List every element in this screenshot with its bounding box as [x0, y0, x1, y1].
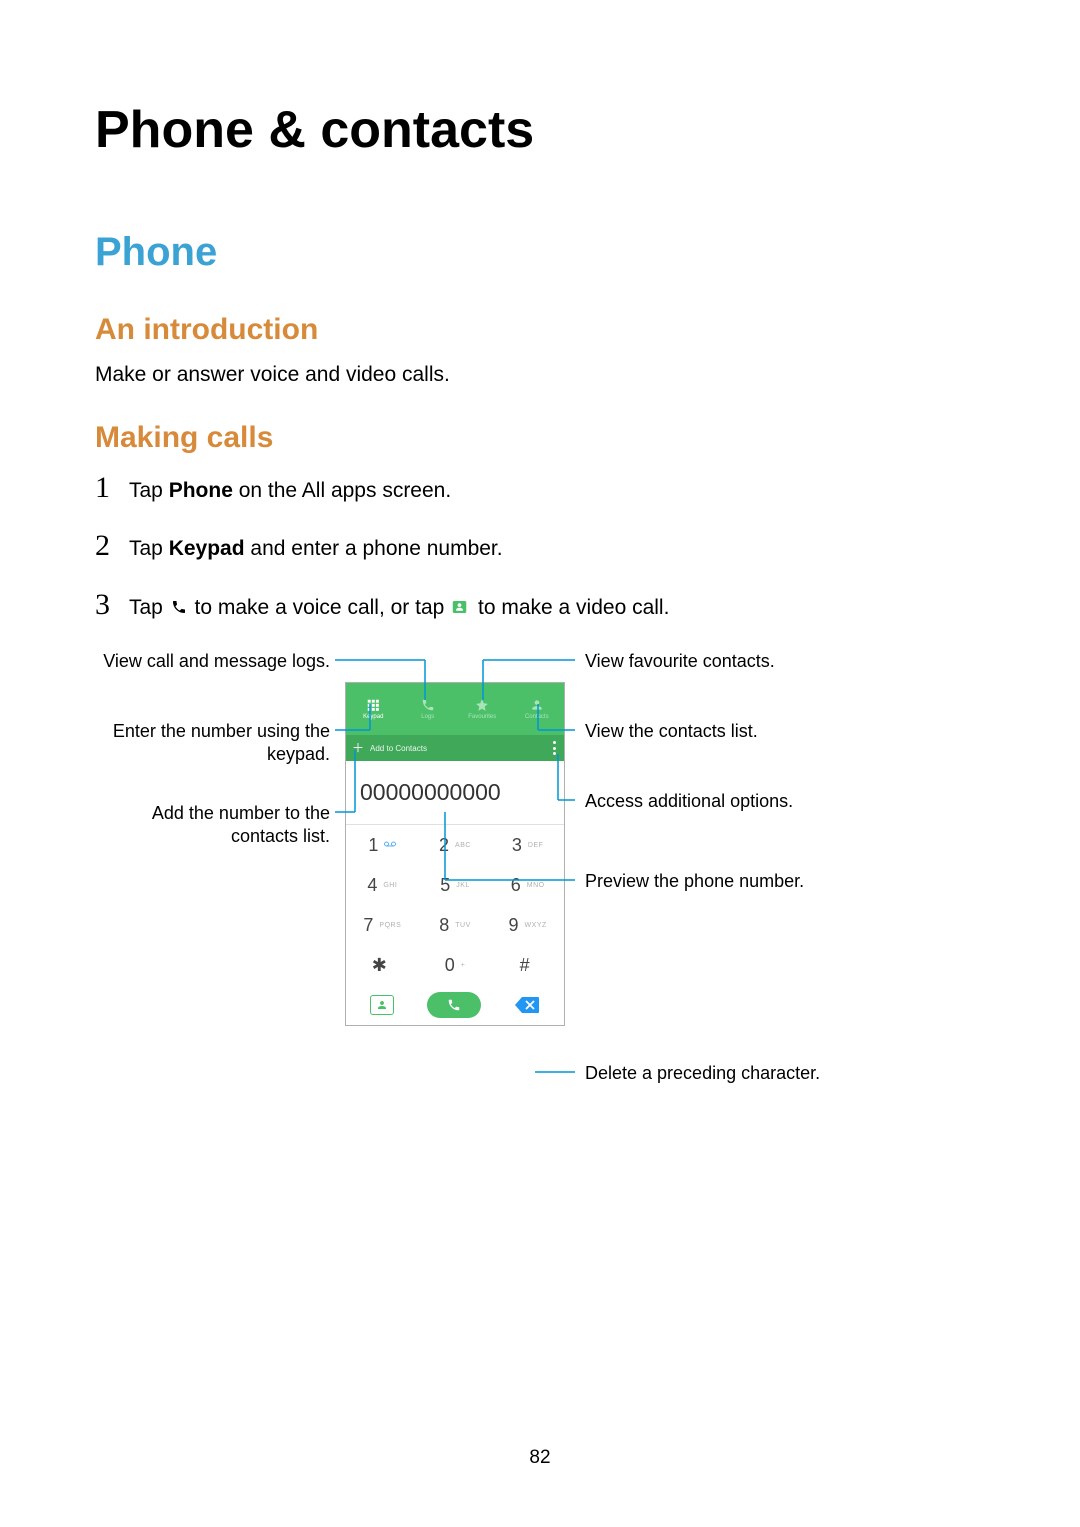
steps-list: 1 Tap Phone on the All apps screen. 2 Ta…: [95, 471, 985, 623]
subbar-text: Add to Contacts: [370, 744, 427, 753]
step-3: 3 Tap to make a voice call, or tap to ma…: [95, 588, 985, 623]
key-3[interactable]: 3DEF: [491, 825, 564, 865]
tab-label: Keypad: [363, 714, 383, 720]
callout-keypad: Enter the number using the keypad.: [95, 720, 330, 767]
callout-options: Access additional options.: [585, 790, 885, 813]
tab-label: Favourites: [468, 714, 496, 720]
page-number: 82: [0, 1447, 1080, 1469]
logs-icon: [421, 698, 435, 712]
tab-contacts[interactable]: Contacts: [510, 683, 565, 735]
callout-contacts: View the contacts list.: [585, 720, 885, 743]
key-0[interactable]: 0+: [419, 945, 492, 985]
step-1: 1 Tap Phone on the All apps screen.: [95, 471, 985, 505]
video-call-button[interactable]: [370, 995, 394, 1015]
phone-diagram: Keypad Logs Favourites Contacts ＋ Add to…: [95, 642, 985, 1122]
menu-dots-icon[interactable]: [553, 741, 556, 755]
dial-keypad: 1 2ABC 3DEF 4GHI 5JKL 6MNO 7PQRS 8TUV 9W…: [346, 825, 564, 985]
step-text: Tap to make a voice call, or tap to make…: [129, 593, 669, 623]
section-heading-phone: Phone: [95, 230, 985, 275]
callout-delete: Delete a preceding character.: [585, 1062, 885, 1085]
delete-button[interactable]: [514, 996, 540, 1014]
subsection-intro-title: An introduction: [95, 313, 985, 347]
key-9[interactable]: 9WXYZ: [491, 905, 564, 945]
callout-logs: View call and message logs.: [95, 650, 330, 673]
number-display: 00000000000: [346, 761, 564, 825]
tab-label: Logs: [421, 714, 434, 720]
subsection-making-title: Making calls: [95, 421, 985, 455]
backspace-icon: [514, 996, 540, 1014]
callout-preview: Preview the phone number.: [585, 870, 885, 893]
call-icon: [171, 594, 187, 623]
key-6[interactable]: 6MNO: [491, 865, 564, 905]
step-text: Tap Phone on the All apps screen.: [129, 476, 451, 505]
callout-add-contacts: Add the number to the contacts list.: [95, 802, 330, 849]
step-number: 3: [95, 588, 129, 622]
voice-call-button[interactable]: [427, 992, 481, 1018]
phone-header: Keypad Logs Favourites Contacts ＋ Add to…: [346, 683, 564, 761]
step-text: Tap Keypad and enter a phone number.: [129, 534, 503, 563]
key-4[interactable]: 4GHI: [346, 865, 419, 905]
page-title: Phone & contacts: [95, 100, 985, 160]
step-number: 1: [95, 471, 129, 505]
tabs-row: Keypad Logs Favourites Contacts: [346, 683, 564, 735]
plus-icon: ＋: [352, 742, 364, 754]
intro-text: Make or answer voice and video calls.: [95, 363, 985, 387]
key-5[interactable]: 5JKL: [419, 865, 492, 905]
key-8[interactable]: 8TUV: [419, 905, 492, 945]
action-row: [346, 985, 564, 1025]
step-2: 2 Tap Keypad and enter a phone number.: [95, 529, 985, 563]
keypad-icon: [366, 698, 380, 712]
video-call-icon: [452, 594, 470, 623]
phone-icon: [447, 998, 461, 1012]
step-number: 2: [95, 529, 129, 563]
tab-keypad[interactable]: Keypad: [346, 683, 401, 735]
star-icon: [475, 698, 489, 712]
key-star[interactable]: ✱: [346, 945, 419, 985]
key-7[interactable]: 7PQRS: [346, 905, 419, 945]
callout-favourites: View favourite contacts.: [585, 650, 885, 673]
voicemail-icon: [384, 841, 396, 849]
person-icon: [530, 698, 544, 712]
tab-logs[interactable]: Logs: [401, 683, 456, 735]
person-icon: [375, 999, 389, 1011]
add-to-contacts-bar[interactable]: ＋ Add to Contacts: [346, 735, 564, 761]
key-2[interactable]: 2ABC: [419, 825, 492, 865]
tab-label: Contacts: [525, 714, 549, 720]
key-1[interactable]: 1: [346, 825, 419, 865]
key-hash[interactable]: #: [491, 945, 564, 985]
phone-mockup: Keypad Logs Favourites Contacts ＋ Add to…: [345, 682, 565, 1026]
tab-favourites[interactable]: Favourites: [455, 683, 510, 735]
